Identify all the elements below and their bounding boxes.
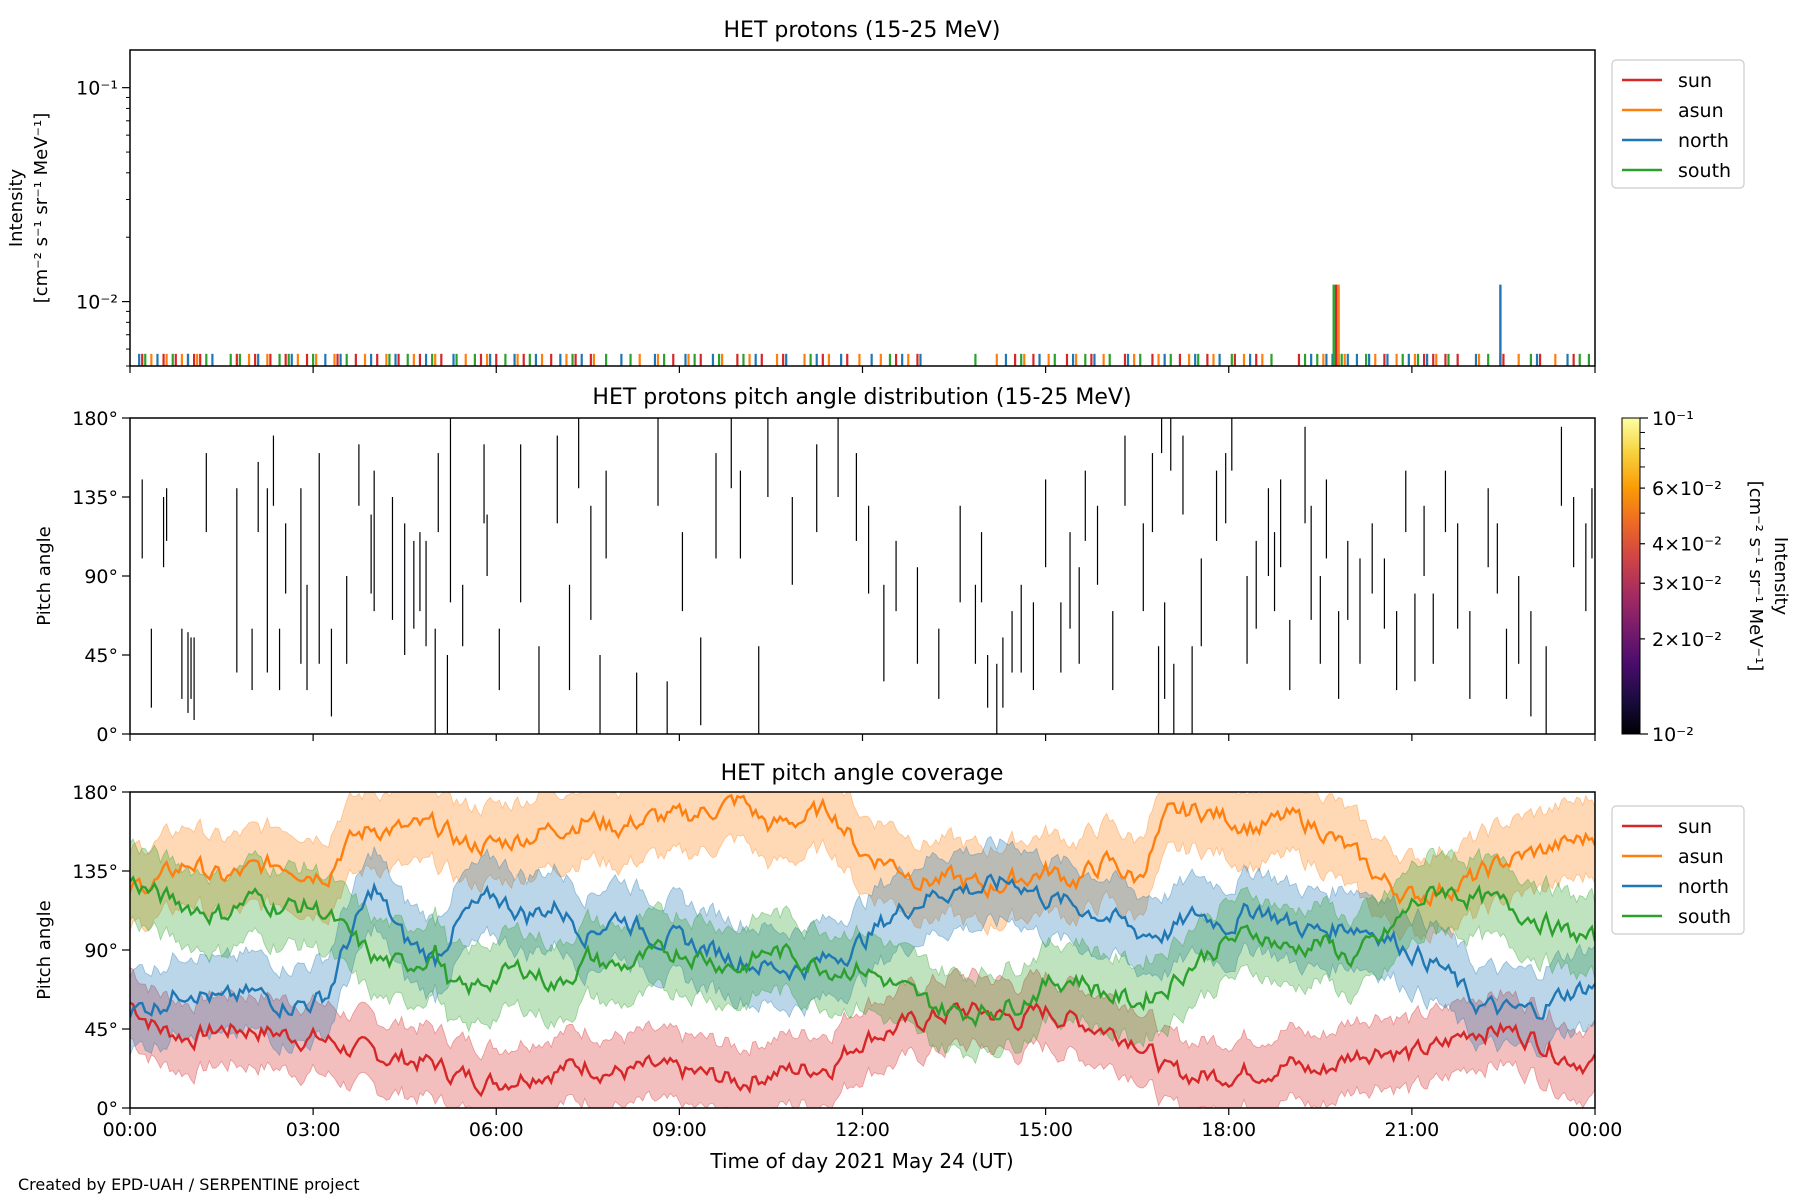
legend-label-north: north [1678, 130, 1729, 152]
pad-ylabel: Pitch angle [34, 526, 55, 625]
colorbar-tick-label: 10⁻¹ [1652, 408, 1694, 430]
intensity-panel: HET protons (15-25 MeV) 10⁻¹ 10⁻² Intensi… [6, 18, 1745, 373]
pad-x-ticks [129, 734, 1596, 741]
coverage-band-north [130, 835, 1595, 1058]
y-tick-label: 10⁻² [76, 292, 118, 314]
x-tick-label: 21:00 [1384, 1119, 1439, 1141]
intensity-ylabel-line2: [cm⁻² s⁻¹ sr⁻¹ MeV⁻¹] [31, 113, 52, 304]
coverage-line-south [130, 875, 1595, 1028]
intensity-marks [138, 284, 1590, 366]
pitch-angle-distribution-panel: HET protons pitch angle distribution (15… [34, 385, 1791, 746]
colorbar: 10⁻¹ 6×10⁻² 4×10⁻² 3×10⁻² 2×10⁻² 10⁻² Intensi… [1621, 408, 1791, 746]
coverage-band-south [130, 838, 1595, 1065]
coverage-x-ticks: 00:00 03:00 06:00 09:00 12:00 15:00 18:00 21:00… [103, 1108, 1623, 1141]
legend-box [1611, 59, 1745, 189]
coverage-band-asun [130, 792, 1595, 945]
x-tick-label: 15:00 [1018, 1119, 1073, 1141]
x-tick-label: 00:00 [103, 1119, 158, 1141]
coverage-y-ticks: 0° 45° 90° 135° 180° [72, 782, 130, 1120]
x-tick-label: 06:00 [469, 1119, 524, 1141]
pad-marks [141, 418, 1593, 734]
coverage-band-sun [130, 967, 1595, 1108]
x-tick-label: 18:00 [1201, 1119, 1256, 1141]
y-tick-label: 180° [72, 408, 118, 430]
x-tick-label: 03:00 [286, 1119, 341, 1141]
colorbar-tick-label: 10⁻² [1652, 724, 1694, 746]
colorbar-label-line2: [cm⁻² s⁻¹ sr⁻¹ MeV⁻¹] [1745, 481, 1766, 672]
pad-plot-frame [129, 417, 1596, 735]
legend-label-sun: sun [1678, 70, 1712, 92]
intensity-y-ticks: 10⁻¹ 10⁻² [76, 78, 130, 367]
y-tick-label: 45° [84, 1019, 118, 1041]
intensity-ylabel-line1: Intensity [6, 168, 27, 247]
colorbar-tick-label: 6×10⁻² [1652, 478, 1722, 500]
y-tick-label: 10⁻¹ [76, 78, 118, 100]
x-tick-label: 00:00 [1568, 1119, 1623, 1141]
colorbar-tick-label: 3×10⁻² [1652, 573, 1722, 595]
coverage-marks [130, 792, 1595, 1108]
intensity-legend: sun asun north south [1611, 59, 1745, 189]
footer-credit: Created by EPD-UAH / SERPENTINE project [18, 1175, 360, 1194]
coverage-panel-title: HET pitch angle coverage [721, 761, 1004, 786]
y-tick-label: 45° [84, 645, 118, 667]
legend-box [1611, 805, 1745, 935]
pad-panel-title: HET protons pitch angle distribution (15… [592, 385, 1131, 410]
intensity-plot-frame [129, 49, 1596, 367]
legend-label-south: south [1678, 160, 1731, 182]
y-tick-label: 0° [96, 724, 118, 746]
colorbar-gradient [1621, 417, 1641, 735]
pitch-angle-coverage-panel: HET pitch angle coverage 0° 45° 90° 135° 180… [34, 761, 1745, 1141]
legend-label-asun: asun [1678, 100, 1724, 122]
pad-y-ticks: 0° 45° 90° 135° 180° [72, 408, 130, 746]
y-tick-label: 90° [84, 940, 118, 962]
y-tick-label: 0° [96, 1098, 118, 1120]
y-tick-label: 135° [72, 861, 118, 883]
y-tick-label: 180° [72, 782, 118, 804]
x-tick-label: 09:00 [652, 1119, 707, 1141]
colorbar-ticks: 10⁻¹ 6×10⁻² 4×10⁻² 3×10⁻² 2×10⁻² 10⁻² [1640, 408, 1722, 746]
colorbar-tick-label: 2×10⁻² [1652, 629, 1722, 651]
colorbar-label-line1: Intensity [1770, 537, 1791, 616]
intensity-x-ticks [129, 366, 1596, 373]
coverage-line-north [130, 873, 1595, 1020]
y-tick-label: 90° [84, 566, 118, 588]
coverage-line-sun [130, 1001, 1595, 1098]
legend-label-north: north [1678, 876, 1729, 898]
legend-label-asun: asun [1678, 846, 1724, 868]
coverage-line-asun [130, 793, 1595, 908]
coverage-legend: sun asun north south [1611, 805, 1745, 935]
coverage-ylabel: Pitch angle [34, 900, 55, 999]
x-tick-label: 12:00 [835, 1119, 890, 1141]
colorbar-tick-label: 4×10⁻² [1652, 534, 1722, 556]
x-axis-label: Time of day 2021 May 24 (UT) [709, 1149, 1013, 1173]
legend-label-sun: sun [1678, 816, 1712, 838]
legend-label-south: south [1678, 906, 1731, 928]
y-tick-label: 135° [72, 487, 118, 509]
intensity-panel-title: HET protons (15-25 MeV) [724, 18, 1001, 43]
